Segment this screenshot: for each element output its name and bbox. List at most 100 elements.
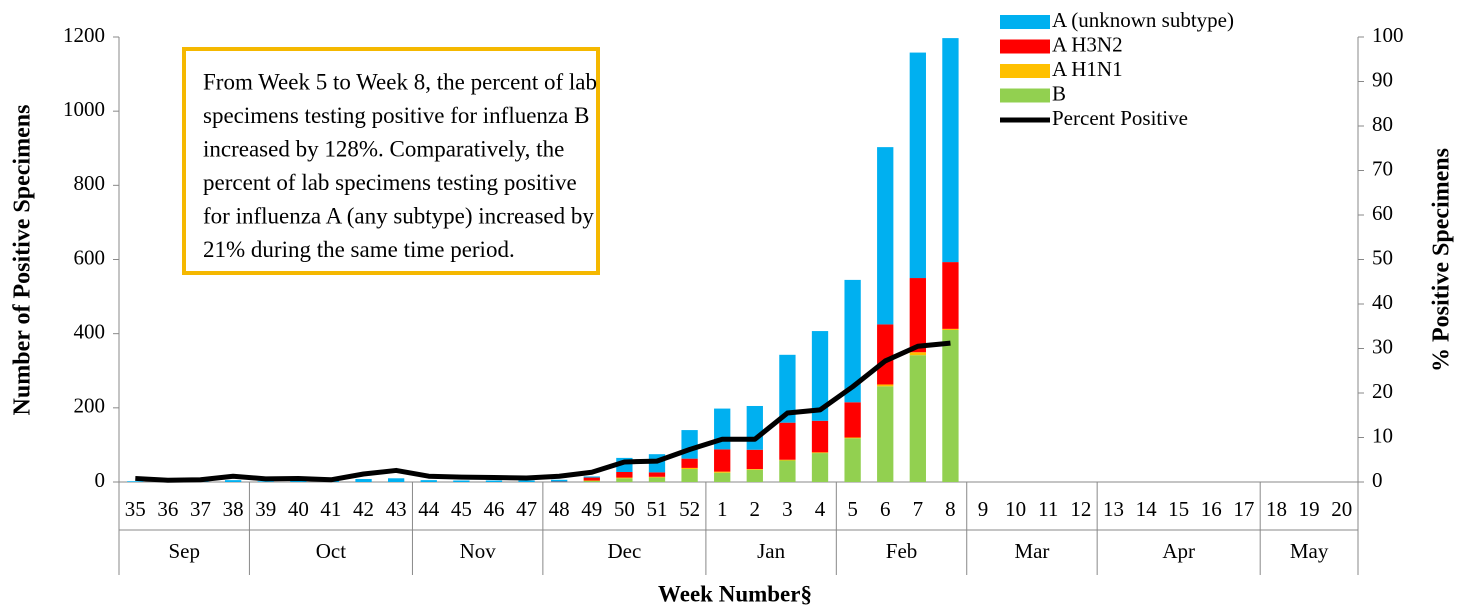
legend-label: A H1N1 (1052, 57, 1123, 81)
percent-line (135, 340, 951, 483)
x-tick-label: 7 (913, 497, 924, 521)
bar-segment (746, 405, 763, 450)
legend-swatch (1000, 15, 1050, 29)
x-tick-label: 41 (320, 497, 341, 521)
y2-tick-label: 10 (1372, 423, 1393, 447)
bar-segment (779, 422, 796, 460)
bar-segment (877, 147, 894, 325)
bar-segment (387, 478, 405, 482)
bar-segment (844, 438, 861, 482)
month-label: Apr (1162, 539, 1195, 563)
y2-tick-label: 90 (1372, 67, 1393, 91)
x-tick-label: 48 (549, 497, 570, 521)
month-label: Jan (757, 539, 785, 563)
x-tick-label: 51 (646, 497, 667, 521)
bar-segment (681, 469, 698, 482)
bar-segment (257, 481, 274, 482)
month-label: Feb (886, 539, 918, 563)
month-label: Oct (316, 539, 346, 563)
y2-tick-label: 70 (1372, 156, 1393, 180)
x-tick-label: 40 (288, 497, 309, 521)
month-label: Nov (460, 539, 497, 563)
x-tick-label: 11 (1038, 497, 1058, 521)
month-label: Dec (607, 539, 641, 563)
bar-segment (877, 384, 894, 387)
bar-segment (811, 331, 829, 421)
x-tick-label: 8 (945, 497, 956, 521)
bar-segment (648, 476, 666, 478)
bar-segment (518, 480, 535, 482)
bar-segment (942, 328, 959, 330)
bar-segment (942, 329, 959, 482)
bar-segment (616, 477, 633, 479)
annotation-line: percent of lab specimens testing positiv… (203, 170, 577, 195)
x-tick-label: 49 (581, 497, 602, 521)
y-tick-label: 0 (95, 468, 106, 492)
x-tick-label: 38 (223, 497, 244, 521)
x-axis-title: Week Number§ (658, 581, 812, 606)
legend-label: A (unknown subtype) (1052, 8, 1234, 32)
bar-segment (746, 469, 763, 470)
annotation-line: 21% during the same time period. (203, 237, 515, 262)
legend-label: A H3N2 (1052, 32, 1123, 56)
bar-segment (583, 480, 600, 482)
legend-label: Percent Positive (1052, 106, 1188, 130)
y2-tick-label: 100 (1372, 23, 1404, 47)
bar-segment (127, 481, 144, 482)
x-tick-label: 46 (483, 497, 504, 521)
annotation-line: increased by 128%. Comparatively, the (203, 136, 564, 161)
bar-segment (616, 471, 633, 478)
bar-segment (811, 453, 829, 482)
bar-segment (909, 278, 926, 353)
bar-segment (355, 479, 372, 482)
bar-segment (779, 460, 796, 482)
y2-tick-label: 60 (1372, 201, 1393, 225)
y-axis-title: Number of Positive Specimens (10, 105, 36, 416)
x-tick-label: 12 (1070, 497, 1091, 521)
y-tick-label: 400 (74, 319, 106, 343)
bar-segment (681, 430, 698, 459)
x-tick-label: 13 (1103, 497, 1124, 521)
annotation-box (182, 47, 600, 275)
bar-segment (714, 471, 731, 473)
x-tick-label: 9 (978, 497, 989, 521)
bar-segment (779, 354, 796, 423)
bar-segment (909, 52, 926, 279)
x-tick-label: 36 (157, 497, 178, 521)
x-tick-label: 20 (1331, 497, 1352, 521)
x-tick-label: 50 (614, 497, 635, 521)
bar-segment (909, 355, 926, 482)
y2-tick-label: 50 (1372, 245, 1393, 269)
bar-segment (779, 459, 796, 461)
bar-segment (224, 480, 242, 482)
x-tick-label: 5 (847, 497, 858, 521)
bar-segment (909, 352, 926, 356)
y-tick-label: 1000 (63, 97, 105, 121)
x-tick-label: 39 (255, 497, 276, 521)
x-tick-label: 10 (1005, 497, 1026, 521)
bar-segment (714, 472, 731, 482)
x-tick-label: 2 (750, 497, 761, 521)
y-tick-label: 1200 (63, 23, 105, 47)
x-tick-label: 52 (679, 497, 700, 521)
bar-segment (453, 480, 470, 482)
bar-segment (877, 324, 894, 385)
y-tick-label: 800 (74, 171, 106, 195)
bar-segment (420, 480, 437, 482)
legend-swatch (1000, 88, 1050, 103)
bar-segment (681, 458, 698, 468)
x-tick-label: 1 (717, 497, 728, 521)
x-tick-label: 6 (880, 497, 891, 521)
x-tick-label: 43 (386, 497, 407, 521)
bar-segment (877, 386, 894, 482)
legend-swatch (1000, 64, 1050, 78)
month-label: Mar (1014, 539, 1049, 563)
bar-segment (746, 449, 763, 470)
annotation-line: From Week 5 to Week 8, the percent of la… (203, 69, 597, 94)
y2-tick-label: 30 (1372, 334, 1393, 358)
x-tick-label: 4 (815, 497, 826, 521)
bar-segment (714, 449, 731, 472)
annotation-line: specimens testing positive for influenza… (203, 103, 589, 128)
y2-tick-label: 40 (1372, 290, 1393, 314)
